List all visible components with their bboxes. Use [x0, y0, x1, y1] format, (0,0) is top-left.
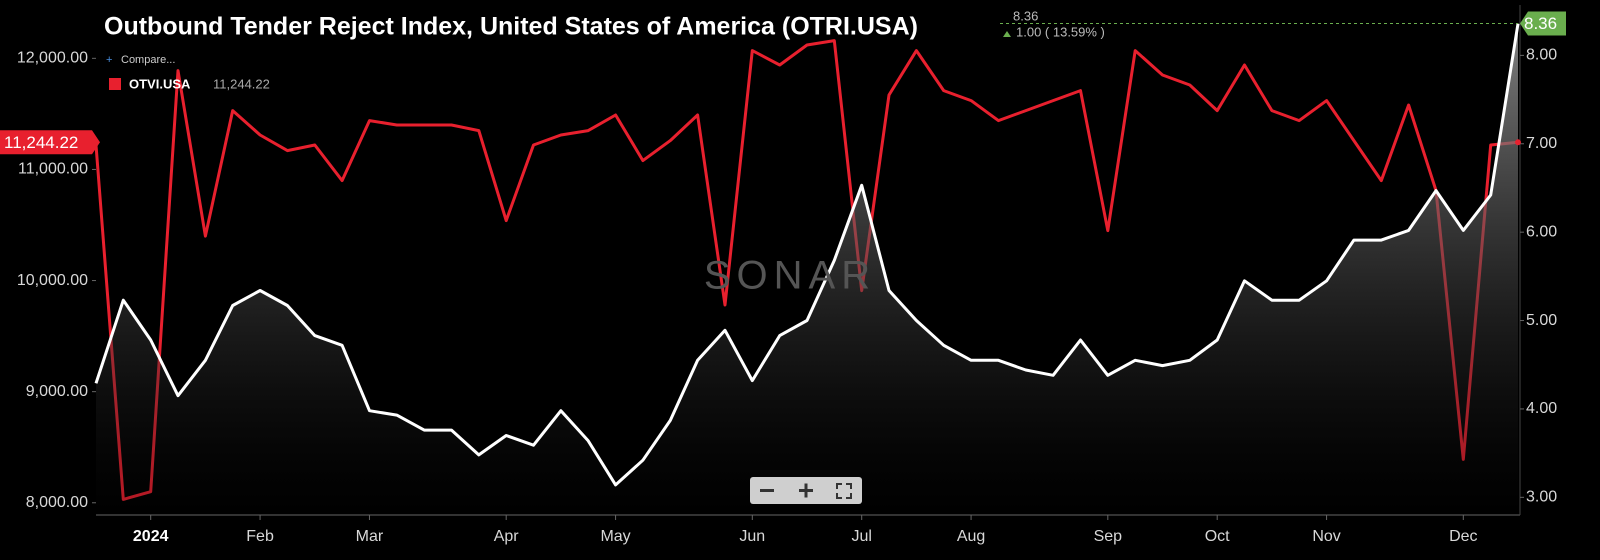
x-tick-label: Feb: [246, 528, 274, 545]
fullscreen[interactable]: [836, 483, 852, 499]
zoom-in-stem: [804, 483, 808, 498]
left-badge-label: 11,244.22: [4, 133, 78, 152]
y-tick-label: 12,000.00: [17, 50, 88, 67]
area: [96, 23, 1518, 515]
zoom-controls: [750, 477, 862, 504]
chart-title: Outbound Tender Reject Index, United Sta…: [104, 13, 918, 41]
plot-area: [94, 23, 1520, 515]
x-tick-label: Dec: [1449, 528, 1477, 545]
y2-tick-label: 5.00: [1526, 312, 1557, 329]
x-tick-label: Mar: [356, 528, 384, 545]
y-tick-label: 11,000.00: [18, 161, 88, 178]
x-tick-label: Apr: [494, 528, 520, 545]
line: [94, 39, 1519, 501]
change-label: 1.00 ( 13.59% ): [1016, 24, 1105, 39]
zoom-out[interactable]: [760, 489, 774, 492]
right-badge: [1520, 11, 1566, 36]
right-badge-label: 8.36: [1524, 14, 1557, 33]
legend-value: 11,244.22: [213, 76, 270, 91]
y2-tick-label: 4.00: [1526, 400, 1557, 417]
watermark: SONAR: [704, 254, 876, 298]
x-tick-label: Oct: [1205, 528, 1230, 545]
x-tick-label: Nov: [1312, 528, 1340, 545]
compare-button[interactable]: Compare...: [121, 54, 175, 66]
y2-tick-label: 7.00: [1526, 135, 1557, 152]
y2-tick-label: 3.00: [1526, 489, 1557, 506]
line: [94, 23, 1520, 487]
x-tick-label: 2024: [133, 528, 169, 545]
change-arrow: [1003, 31, 1011, 37]
x-tick-label: Jul: [851, 528, 871, 545]
x-tick-label: Sep: [1094, 528, 1123, 545]
x-tick-label: Jun: [739, 528, 765, 545]
x-tick-label: Aug: [957, 528, 985, 545]
left-badge: [0, 130, 100, 155]
legend-label: OTVI.USA: [129, 76, 191, 91]
x-tick-label: May: [600, 528, 630, 545]
legend-swatch: [109, 78, 121, 90]
last-value-readout: 8.36: [1013, 8, 1038, 23]
y-tick-label: 9,000.00: [26, 383, 88, 400]
y2-tick-label: 8.00: [1526, 47, 1557, 64]
compare-icon[interactable]: +: [106, 54, 112, 66]
last-point: [1515, 139, 1521, 146]
y-tick-label: 8,000.00: [26, 494, 88, 511]
y-tick-label: 10,000.00: [17, 272, 88, 289]
y2-tick-label: 6.00: [1526, 223, 1557, 240]
